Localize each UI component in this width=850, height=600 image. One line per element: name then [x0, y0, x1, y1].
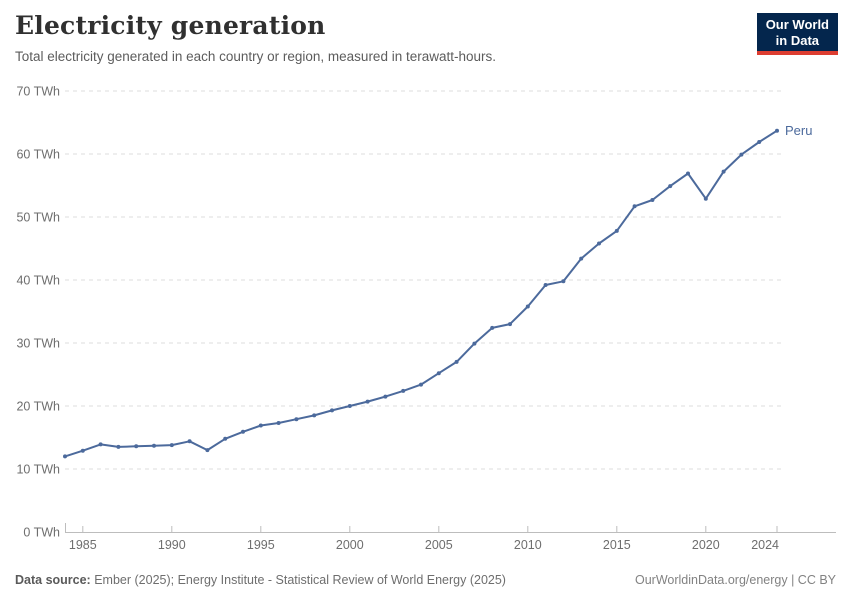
data-source: Data source: Ember (2025); Energy Instit…	[15, 573, 506, 587]
data-point[interactable]	[152, 443, 156, 448]
data-point[interactable]	[187, 439, 192, 444]
y-tick-label: 60 TWh	[16, 148, 60, 162]
x-tick-label: 2024	[751, 538, 779, 552]
data-point[interactable]	[543, 283, 548, 287]
owid-logo-line1: Our World	[765, 17, 829, 32]
x-tick-label: 2005	[425, 538, 453, 552]
data-point[interactable]	[347, 404, 352, 408]
y-tick-label: 10 TWh	[16, 463, 60, 477]
y-tick-label: 0 TWh	[23, 526, 60, 540]
y-tick-label: 30 TWh	[16, 337, 60, 351]
owid-logo[interactable]: Our World in Data	[756, 13, 838, 55]
x-tick-label: 2000	[336, 538, 364, 552]
data-point[interactable]	[258, 423, 263, 428]
chart-subtitle: Total electricity generated in each coun…	[15, 49, 496, 65]
data-point[interactable]	[650, 198, 655, 202]
data-point[interactable]	[63, 454, 67, 459]
x-tick-label: 1995	[247, 538, 275, 552]
data-point[interactable]	[205, 448, 210, 453]
data-point[interactable]	[80, 448, 85, 453]
data-point[interactable]	[401, 388, 406, 393]
data-point[interactable]	[241, 429, 245, 434]
data-point[interactable]	[276, 421, 281, 425]
x-tick-label: 2020	[692, 538, 720, 552]
grid-and-axes: 0 TWh 10 TWh 20 TWh 30 TWh 40 TWh 50 TWh 60 TW…	[16, 85, 836, 552]
data-point[interactable]	[365, 399, 370, 404]
series-line[interactable]	[64, 129, 778, 458]
owid-logo-line2: in Data	[775, 33, 820, 48]
y-tick-label: 70 TWh	[16, 85, 60, 99]
data-point[interactable]	[561, 279, 566, 284]
chart-header: Electricity generation Total electricity…	[15, 10, 496, 66]
data-source-text: Ember (2025); Energy Institute - Statist…	[90, 573, 506, 587]
data-point[interactable]	[116, 444, 121, 449]
data-point[interactable]	[419, 382, 423, 387]
data-point[interactable]	[757, 140, 762, 144]
data-point[interactable]	[721, 169, 726, 174]
data-point[interactable]	[597, 241, 601, 246]
data-point[interactable]	[739, 152, 744, 157]
data-point[interactable]	[775, 128, 779, 133]
data-point[interactable]	[383, 394, 388, 399]
chart-footer: Data source: Ember (2025); Energy Instit…	[15, 573, 836, 587]
data-point[interactable]	[169, 443, 174, 448]
data-point[interactable]	[632, 204, 637, 209]
footer-credit[interactable]: OurWorldinData.org/energy | CC BY	[634, 573, 836, 587]
series-peru[interactable]: Peru	[63, 123, 812, 459]
data-point[interactable]	[472, 341, 477, 346]
data-point[interactable]	[312, 413, 317, 418]
x-tick-label: 2015	[603, 538, 631, 552]
data-point[interactable]	[686, 171, 690, 176]
data-point[interactable]	[134, 444, 139, 449]
data-point[interactable]	[98, 442, 103, 447]
data-point[interactable]	[436, 371, 441, 376]
data-point[interactable]	[223, 436, 228, 441]
data-source-label: Data source:	[15, 573, 91, 587]
data-point[interactable]	[579, 256, 584, 261]
chart-title: Electricity generation	[15, 11, 326, 40]
data-point[interactable]	[508, 322, 512, 327]
data-point[interactable]	[703, 196, 708, 201]
data-point[interactable]	[454, 359, 459, 364]
data-point[interactable]	[525, 304, 530, 309]
series-end-label: Peru	[785, 123, 812, 138]
data-point[interactable]	[330, 408, 334, 413]
data-point[interactable]	[294, 417, 299, 422]
x-tick-label: 1985	[69, 538, 97, 552]
data-point[interactable]	[614, 228, 619, 233]
data-point[interactable]	[668, 184, 673, 189]
data-point[interactable]	[490, 325, 495, 330]
y-tick-label: 20 TWh	[16, 400, 60, 414]
y-tick-label: 40 TWh	[16, 274, 60, 288]
y-tick-label: 50 TWh	[16, 211, 60, 225]
x-tick-label: 1990	[158, 538, 186, 552]
x-tick-label: 2010	[514, 538, 542, 552]
